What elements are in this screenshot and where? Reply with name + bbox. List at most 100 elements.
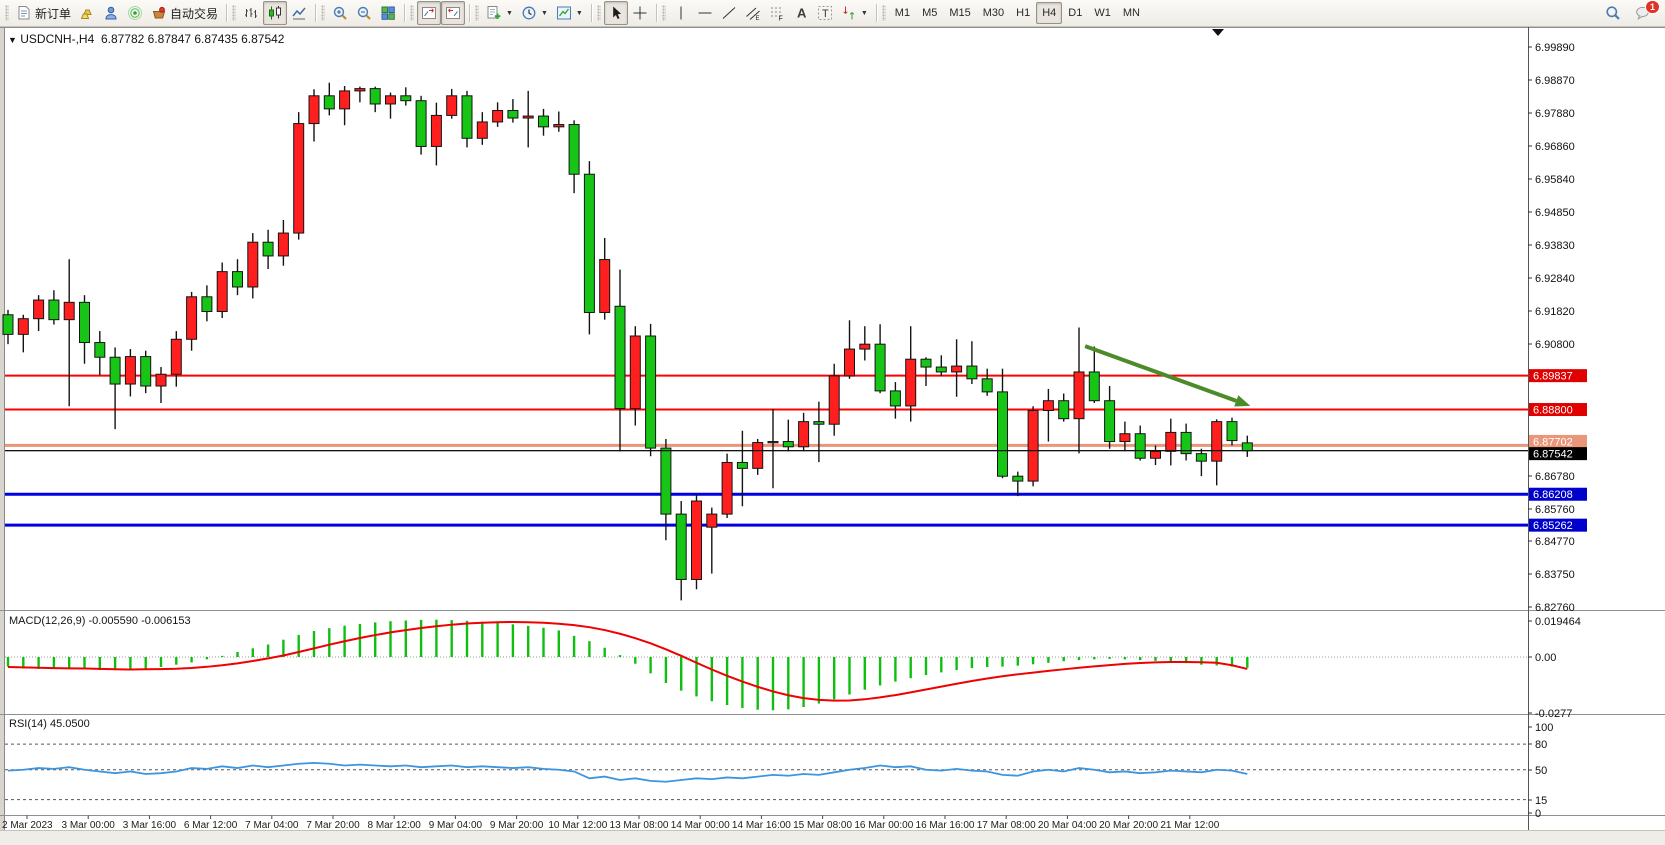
toolbar-drag-handle[interactable] <box>475 5 480 21</box>
vline-icon <box>680 6 682 20</box>
svg-text:16 Mar 16:00: 16 Mar 16:00 <box>916 820 975 831</box>
svg-text:6.90800: 6.90800 <box>1535 339 1575 351</box>
price-badge: 6.87542 <box>1529 447 1587 461</box>
chart-shift-marker[interactable] <box>1212 29 1224 36</box>
dropdown-caret-icon[interactable]: ▼ <box>860 9 868 17</box>
tf-h4-button[interactable]: H4 <box>1036 2 1063 24</box>
macd-pane[interactable] <box>5 619 1528 711</box>
svg-text:6.91820: 6.91820 <box>1535 306 1575 318</box>
period-menu-button[interactable]: ▼ <box>517 1 552 25</box>
tf-w1-button[interactable]: W1 <box>1088 2 1117 24</box>
fibonacci-button[interactable]: F <box>765 1 789 25</box>
toolbar-separator <box>226 4 228 22</box>
new-order-button[interactable]: 新订单 <box>12 1 75 25</box>
svg-text:14 Mar 16:00: 14 Mar 16:00 <box>732 820 791 831</box>
toolbar-drag-handle[interactable] <box>881 5 886 21</box>
svg-text:6.86208: 6.86208 <box>1533 489 1573 501</box>
template-menu-button[interactable]: ▼ <box>552 1 587 25</box>
svg-text:9 Mar 20:00: 9 Mar 20:00 <box>490 820 544 831</box>
tf-h1-button[interactable]: H1 <box>1010 2 1036 24</box>
zoomout-icon <box>357 6 371 20</box>
zoom-out-button[interactable] <box>352 1 376 25</box>
horizontal-line-button[interactable] <box>693 1 717 25</box>
svg-text:T: T <box>822 8 829 20</box>
chart-menu-marker[interactable]: ▼ <box>8 35 17 45</box>
trend-arrow-annotation[interactable] <box>1084 344 1251 407</box>
trend-icon <box>722 7 736 19</box>
chart-title: ▼ USDCNH-,H4 6.87782 6.87847 6.87435 6.8… <box>8 32 284 46</box>
toolbar-drag-handle[interactable] <box>321 5 326 21</box>
trendline-button[interactable] <box>717 1 741 25</box>
notification-badge: 1 <box>1644 0 1660 14</box>
toolbar-drag-handle[interactable] <box>5 5 9 21</box>
status-bar <box>0 830 1665 845</box>
rsi-pane[interactable] <box>5 743 1528 801</box>
crosshair-button[interactable] <box>628 1 652 25</box>
svg-text:3 Mar 00:00: 3 Mar 00:00 <box>62 820 116 831</box>
bar-chart-button[interactable] <box>239 1 263 25</box>
search-button[interactable] <box>1601 1 1625 25</box>
equidistant-channel-button[interactable]: E <box>741 1 765 25</box>
svg-text:E: E <box>755 16 759 21</box>
cursor-icon <box>613 6 621 19</box>
cursor-button[interactable] <box>603 1 628 25</box>
deposit-funds-button[interactable] <box>75 1 99 25</box>
channel-icon: E <box>746 7 760 21</box>
community-button[interactable] <box>99 1 123 25</box>
text-button[interactable]: A <box>789 1 813 25</box>
line-chart-button[interactable] <box>287 1 311 25</box>
time-axis[interactable]: 2 Mar 2023 3 Mar 00:00 3 Mar 16:00 6 Mar 12… <box>2 815 1220 832</box>
candlestick-series[interactable] <box>2 82 1253 601</box>
price-axis[interactable]: 6.99890 6.98870 6.97880 6.96860 6.95840 6.948… <box>1528 42 1587 820</box>
tiles-icon <box>381 6 395 20</box>
tf-m30-button[interactable]: M30 <box>977 2 1010 24</box>
svg-text:2 Mar 2023: 2 Mar 2023 <box>2 820 53 831</box>
chat-button[interactable]: 1 <box>1631 0 1660 25</box>
tf-h1-button-label: H1 <box>1016 7 1031 19</box>
chart-shift-button[interactable] <box>417 1 442 25</box>
svg-text:6.99890: 6.99890 <box>1535 42 1575 54</box>
vertical-line-button[interactable] <box>669 1 693 25</box>
tile-windows-button[interactable] <box>376 1 400 25</box>
bars-icon <box>245 8 258 18</box>
toolbar-drag-handle[interactable] <box>596 5 601 21</box>
text-label-button[interactable]: T <box>813 1 837 25</box>
chart-symbol-period: USDCNH-,H4 <box>20 32 95 46</box>
svg-text:6.87702: 6.87702 <box>1533 436 1573 448</box>
dropdown-caret-icon[interactable]: ▼ <box>575 9 583 17</box>
tf-m1-button[interactable]: M1 <box>889 2 916 24</box>
signals-button[interactable] <box>123 1 147 25</box>
svg-text:6.97880: 6.97880 <box>1535 108 1575 120</box>
zoom-in-button[interactable] <box>328 1 352 25</box>
tf-w1-button-label: W1 <box>1094 7 1111 19</box>
toolbar-drag-handle[interactable] <box>232 5 237 21</box>
dropdown-caret-icon[interactable]: ▼ <box>506 9 513 17</box>
svg-text:6.95840: 6.95840 <box>1535 174 1575 186</box>
toolbar-drag-handle[interactable] <box>661 5 666 21</box>
candlestick-chart-button[interactable] <box>263 1 288 25</box>
svg-text:100: 100 <box>1535 722 1553 734</box>
new-chart-button[interactable]: ▼ <box>482 1 517 25</box>
svg-text:14 Mar 00:00: 14 Mar 00:00 <box>671 820 730 831</box>
tf-d1-button[interactable]: D1 <box>1062 2 1088 24</box>
svg-text:6.98870: 6.98870 <box>1535 75 1575 87</box>
tf-mn-button[interactable]: MN <box>1117 2 1146 24</box>
toolbar-drag-handle[interactable] <box>410 5 415 21</box>
rsi-line <box>7 762 1248 783</box>
dropdown-caret-icon[interactable]: ▼ <box>540 9 548 17</box>
chart-window[interactable]: 6.99890 6.98870 6.97880 6.96860 6.95840 6.948… <box>0 27 1665 831</box>
svg-text:6.92840: 6.92840 <box>1535 273 1575 285</box>
clock-icon <box>522 6 536 20</box>
newobj-icon <box>487 6 501 19</box>
arrows-button[interactable]: ▼ <box>837 1 872 25</box>
shift-icon <box>422 7 437 19</box>
tf-m15-button[interactable]: M15 <box>943 2 976 24</box>
price-badge: 6.87702 <box>1529 434 1587 448</box>
auto-scroll-button[interactable] <box>441 1 466 25</box>
tf-m5-button[interactable]: M5 <box>916 2 943 24</box>
autotrading-button[interactable]: 自动交易 <box>147 1 222 25</box>
main-toolbar: 新订单 自动交易 ▼ ▼ ▼ E F A T ▼ M1 M5 M15 M30 H1 H4 D1 W1 MN 1 <box>0 0 1665 27</box>
price-badge: 6.88800 <box>1529 403 1587 417</box>
main-price-pane[interactable] <box>2 29 1528 601</box>
